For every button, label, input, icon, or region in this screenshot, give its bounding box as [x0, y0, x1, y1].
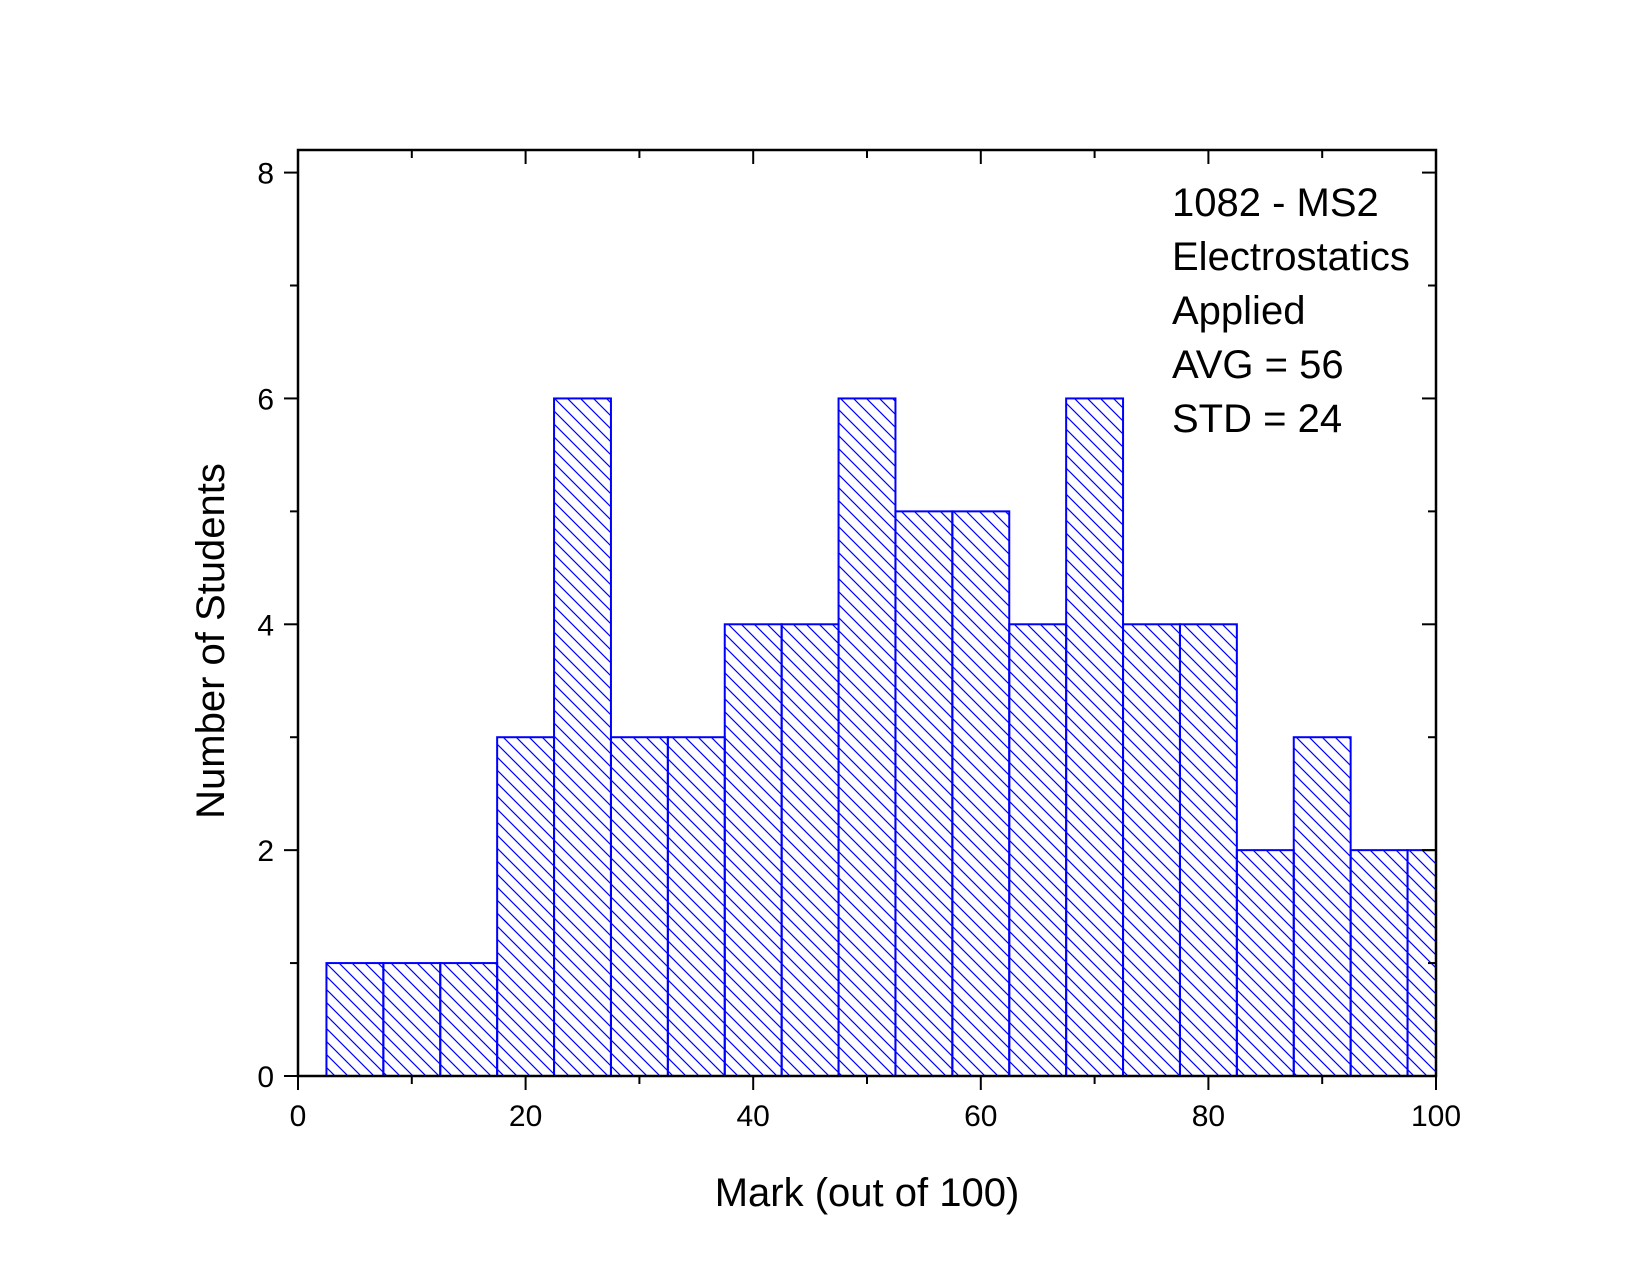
histogram-bar [780, 623, 840, 1077]
histogram-bar [951, 510, 1011, 1077]
y-tick-label: 8 [257, 158, 274, 191]
histogram-bar [894, 510, 954, 1077]
histogram-bar [1065, 397, 1125, 1077]
histogram-bar [1349, 849, 1409, 1078]
x-tick-label: 60 [964, 1100, 997, 1133]
y-tick-label: 4 [257, 609, 274, 642]
axis-tick-labels: 0 20 40 60 80 100 0 2 4 6 8 [257, 158, 1461, 1133]
x-axis-title: Mark (out of 100) [715, 1171, 1020, 1215]
x-tick-label: 100 [1411, 1100, 1461, 1133]
histogram-bar [382, 962, 442, 1078]
histogram-bar [1178, 623, 1238, 1077]
y-axis-title: Number of Students [189, 463, 233, 819]
histogram-bar [439, 962, 499, 1078]
annotation-line: 1082 - MS2 [1172, 181, 1379, 225]
annotation-line: Electrostatics [1172, 235, 1410, 279]
y-tick-label: 0 [257, 1061, 274, 1094]
histogram-bar [1122, 623, 1181, 1077]
axis-ticks [284, 150, 1437, 1090]
annotation-line: AVG = 56 [1172, 343, 1344, 387]
y-tick-label: 2 [257, 835, 274, 868]
bars-group [325, 397, 1438, 1078]
annotation-line: Applied [1172, 289, 1305, 333]
annotation-block: 1082 - MS2 Electrostatics Applied AVG = 56 S… [1172, 181, 1410, 441]
histogram-bar [1235, 849, 1295, 1078]
x-tick-label: 0 [290, 1100, 307, 1133]
x-tick-label: 40 [737, 1100, 770, 1133]
x-tick-label: 20 [509, 1100, 542, 1133]
histogram-bar [1292, 736, 1352, 1077]
histogram-bar [723, 623, 783, 1077]
histogram-bar [666, 736, 726, 1077]
histogram-bar [1008, 623, 1068, 1077]
histogram-bar [325, 962, 385, 1078]
y-tick-label: 6 [257, 383, 274, 416]
histogram-bar [496, 736, 556, 1077]
histogram-bar [553, 397, 612, 1077]
annotation-line: STD = 24 [1172, 397, 1342, 441]
x-tick-label: 80 [1192, 1100, 1225, 1133]
histogram-bar [609, 736, 669, 1077]
histogram-bar [837, 397, 897, 1077]
